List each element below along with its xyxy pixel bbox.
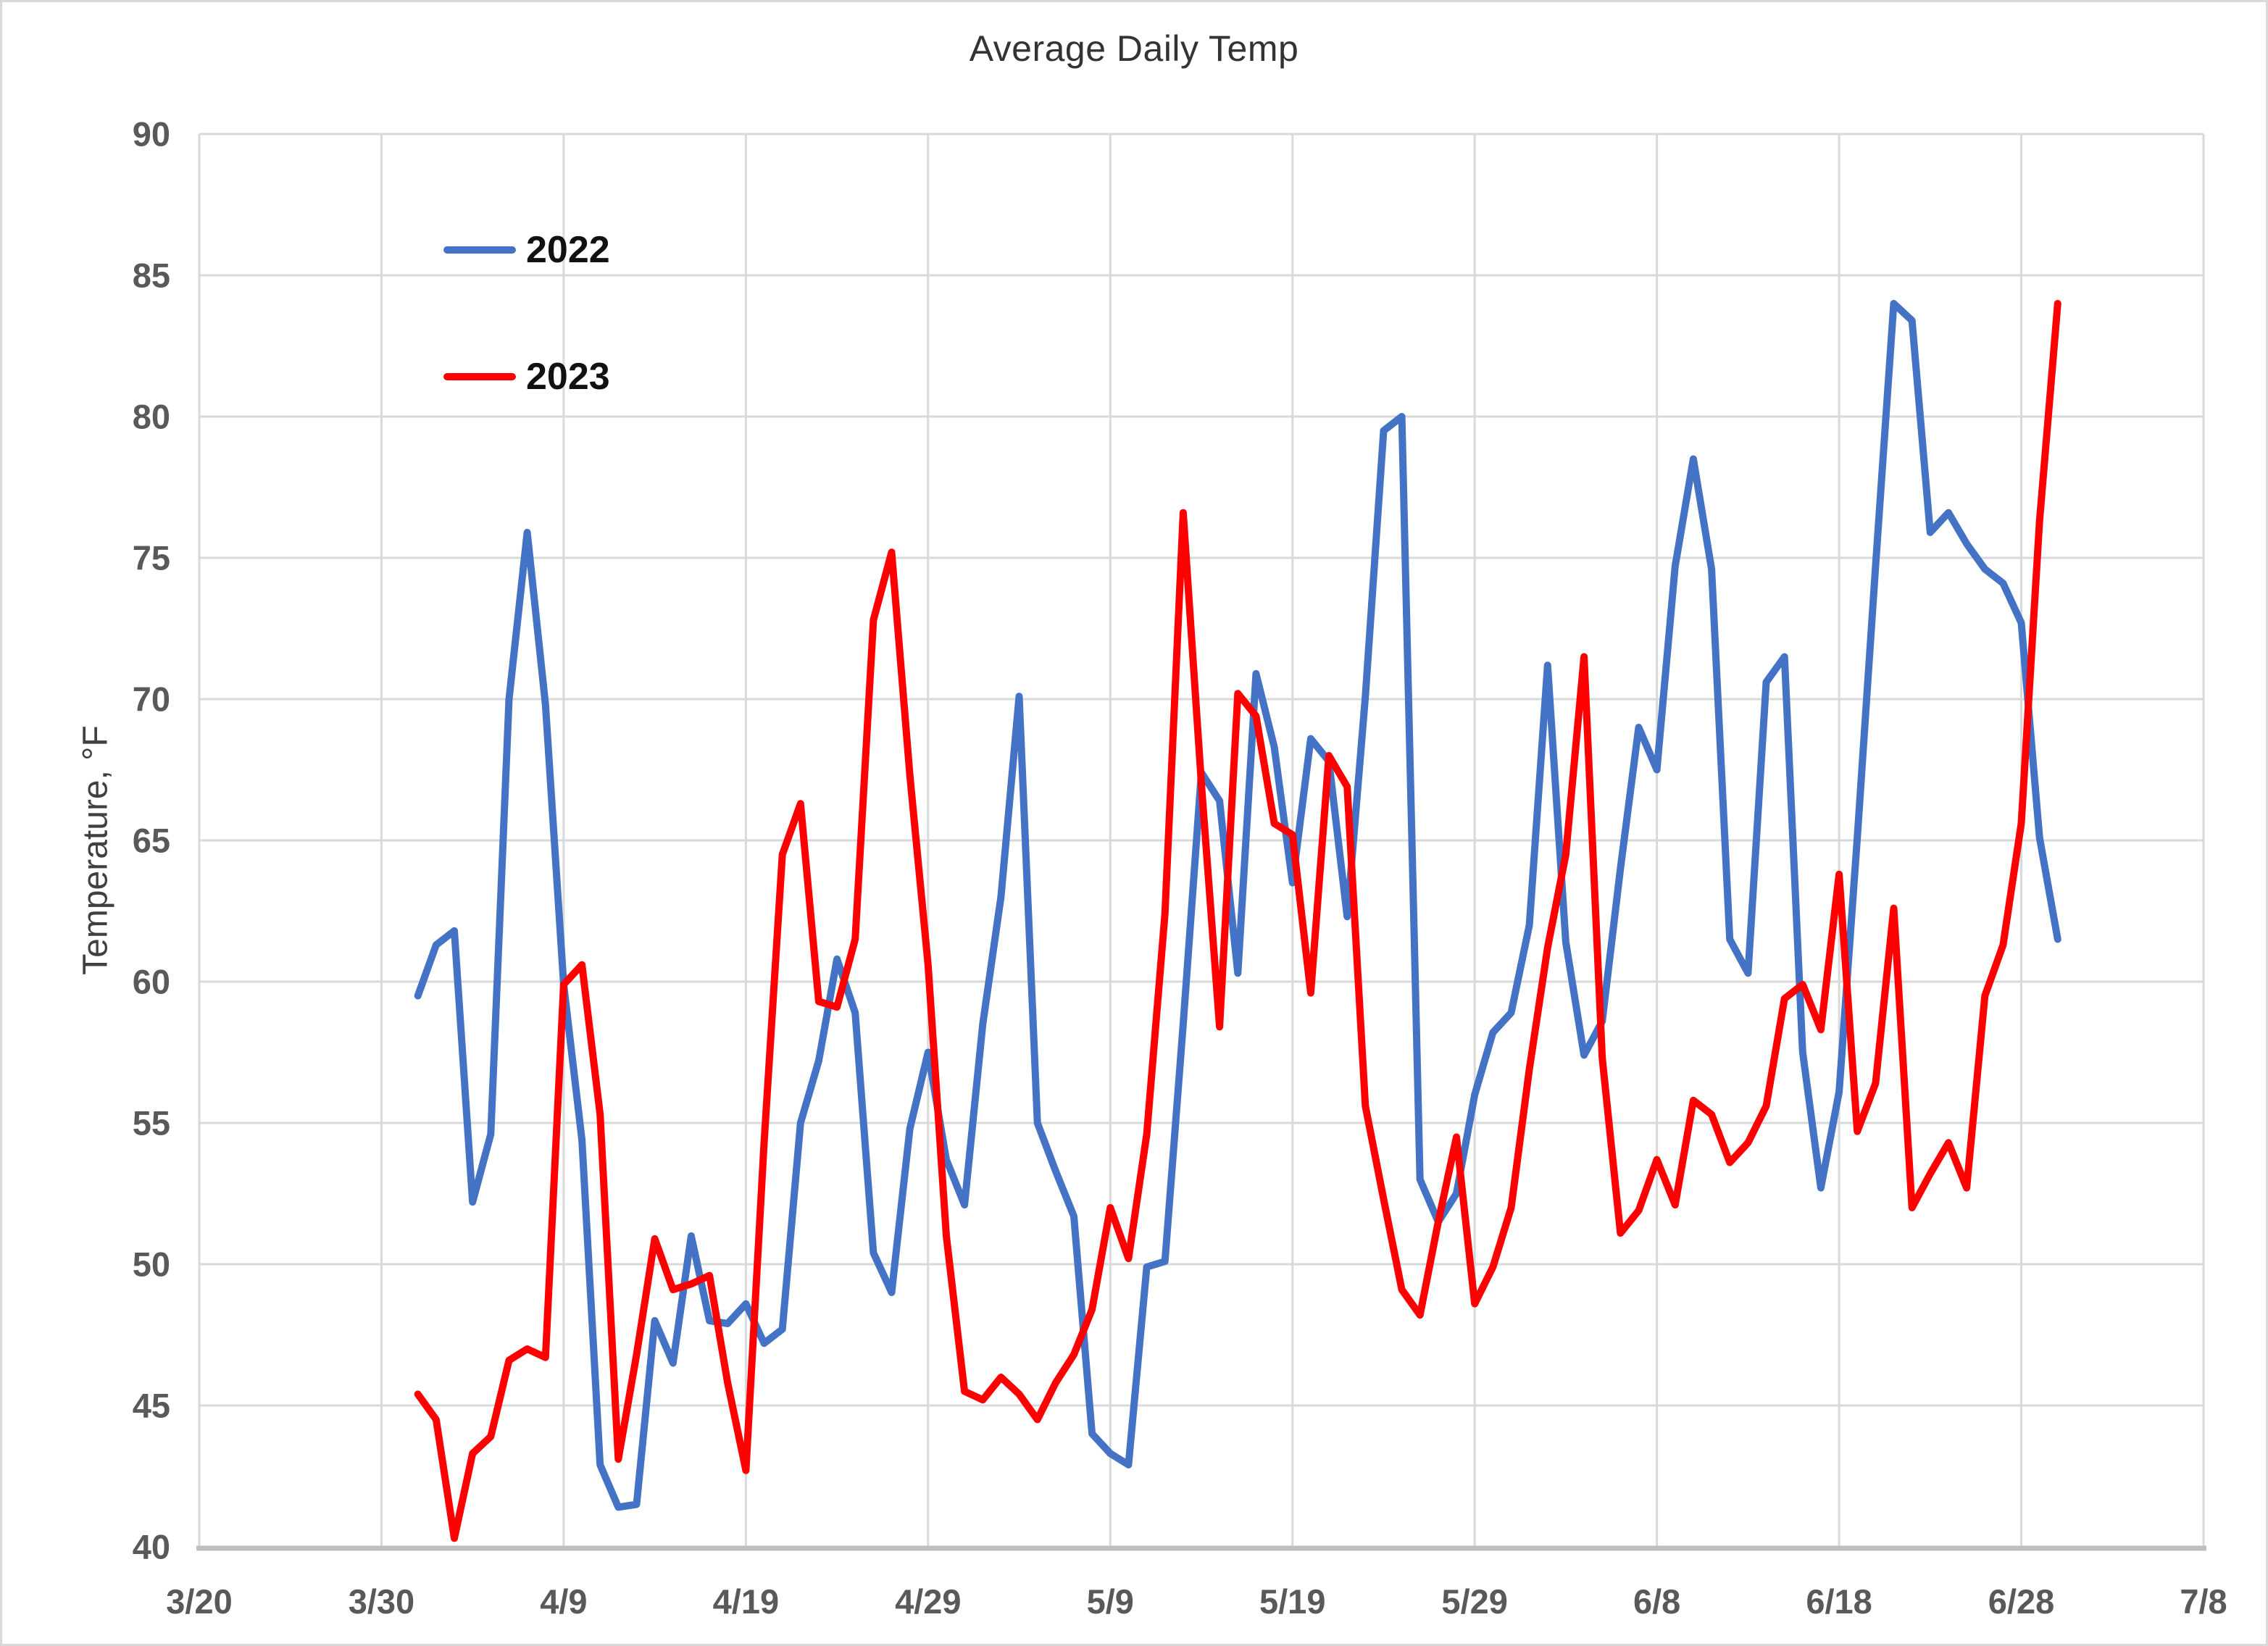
legend-label-2023: 2023 — [526, 356, 610, 398]
x-tick-label-3-20: 3/20 — [166, 1582, 233, 1621]
legend: 2022 2023 — [443, 217, 610, 471]
y-tick-label-90: 90 — [132, 114, 170, 154]
y-tick-label-70: 70 — [132, 680, 170, 719]
y-tick-label-75: 75 — [132, 538, 170, 577]
x-tick-label-4-9: 4/9 — [540, 1582, 588, 1621]
legend-item-2022: 2022 — [443, 217, 610, 283]
x-tick-label-7-8: 7/8 — [2180, 1582, 2227, 1621]
y-tick-label-85: 85 — [132, 256, 170, 295]
y-tick-label-45: 45 — [132, 1386, 170, 1425]
x-tick-label-6-28: 6/28 — [1988, 1582, 2055, 1621]
y-tick-label-65: 65 — [132, 821, 170, 860]
series-line-2023 — [414, 300, 2061, 1542]
x-tick-label-5-19: 5/19 — [1259, 1582, 1326, 1621]
x-tick-label-5-29: 5/29 — [1441, 1582, 1508, 1621]
y-tick-label-80: 80 — [132, 397, 170, 436]
x-tick-label-6-8: 6/8 — [1633, 1582, 1681, 1621]
y-tick-label-55: 55 — [132, 1103, 170, 1142]
x-tick-label-4-29: 4/29 — [895, 1582, 962, 1621]
series-line-2022 — [414, 300, 2061, 1511]
y-tick-label-40: 40 — [132, 1527, 170, 1566]
x-tick-label-6-18: 6/18 — [1806, 1582, 1872, 1621]
chart-title: Average Daily Temp — [969, 28, 1299, 69]
y-tick-label-60: 60 — [132, 962, 170, 1001]
y-tick-label-50: 50 — [132, 1245, 170, 1284]
x-tick-label-4-19: 4/19 — [712, 1582, 780, 1621]
legend-label-2022: 2022 — [526, 229, 610, 271]
legend-line-sample-2023 — [443, 373, 516, 380]
legend-item-2023: 2023 — [443, 344, 610, 409]
x-tick-label-5-9: 5/9 — [1086, 1582, 1134, 1621]
x-tick-label-3-30: 3/30 — [348, 1582, 415, 1621]
legend-line-sample-2022 — [443, 246, 516, 254]
